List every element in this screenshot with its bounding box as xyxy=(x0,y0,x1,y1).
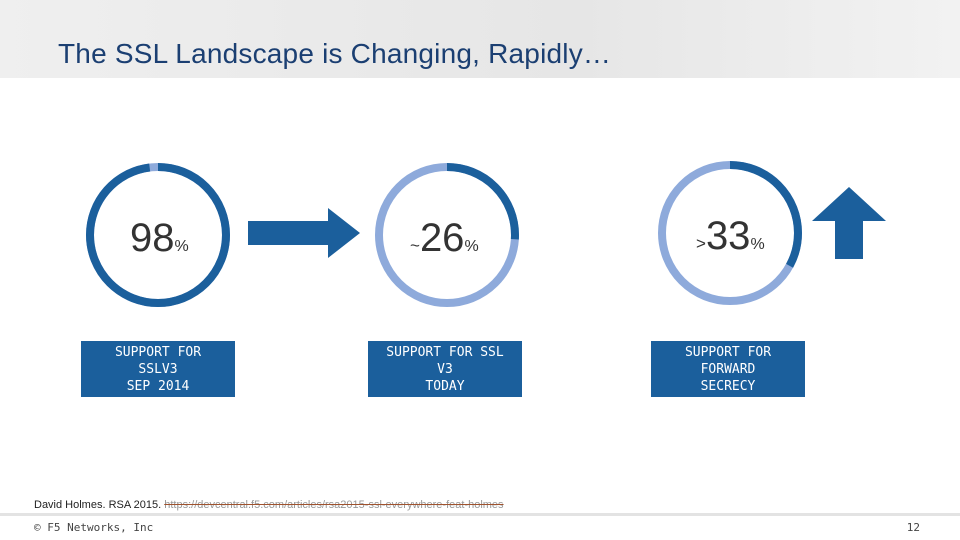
stat-98: 98% xyxy=(130,216,189,261)
footer-divider xyxy=(0,513,960,516)
ring-arc xyxy=(658,161,802,305)
donut-ring-33 xyxy=(658,161,802,305)
stat-33: >33% xyxy=(696,214,765,259)
citation: David Holmes. RSA 2015. https://devcentr… xyxy=(34,499,504,511)
label-line: V3 xyxy=(437,361,453,377)
label-line: SUPPORT FOR xyxy=(114,344,202,360)
stat-unit: % xyxy=(174,238,189,255)
label-sslv3-sep-2014: SUPPORT FOR SSLV3 SEP 2014 xyxy=(81,341,235,397)
ring-arc xyxy=(86,163,230,307)
stat-value: 98 xyxy=(130,216,175,260)
label-line: SUPPORT FOR xyxy=(684,344,772,360)
donut-ring-98 xyxy=(86,163,230,307)
arrow-right-icon xyxy=(248,208,360,258)
copyright: © F5 Networks, Inc xyxy=(34,521,154,534)
stat-value: 26 xyxy=(419,216,465,260)
label-ssl-v3-today: SUPPORT FOR SSL V3 TODAY xyxy=(368,341,522,397)
label-line: SUPPORT FOR SSL xyxy=(386,344,504,360)
label-forward-secrecy: SUPPORT FOR FORWARD SECRECY xyxy=(651,341,805,397)
citation-link[interactable]: https://devcentral.f5.com/articles/rsa20… xyxy=(164,499,504,511)
stat-26: ~26% xyxy=(410,216,479,261)
stat-unit: % xyxy=(464,238,479,255)
donut-ring-26 xyxy=(375,163,519,307)
arrow-up-icon xyxy=(812,187,886,259)
slide-title: The SSL Landscape is Changing, Rapidly… xyxy=(58,38,612,69)
stat-prefix: > xyxy=(696,234,706,253)
stat-prefix: ~ xyxy=(410,236,420,255)
label-line: FORWARD xyxy=(700,361,756,377)
ring-arc xyxy=(375,163,519,307)
header-band xyxy=(0,0,960,78)
label-line: SECRECY xyxy=(700,378,756,394)
label-line: SSLV3 xyxy=(138,361,178,377)
stat-unit: % xyxy=(750,236,765,253)
label-line: TODAY xyxy=(425,378,465,394)
stat-value: 33 xyxy=(705,214,751,258)
page-number: 12 xyxy=(906,521,920,534)
label-line: SEP 2014 xyxy=(126,378,190,394)
citation-text: David Holmes. RSA 2015. xyxy=(34,499,162,511)
